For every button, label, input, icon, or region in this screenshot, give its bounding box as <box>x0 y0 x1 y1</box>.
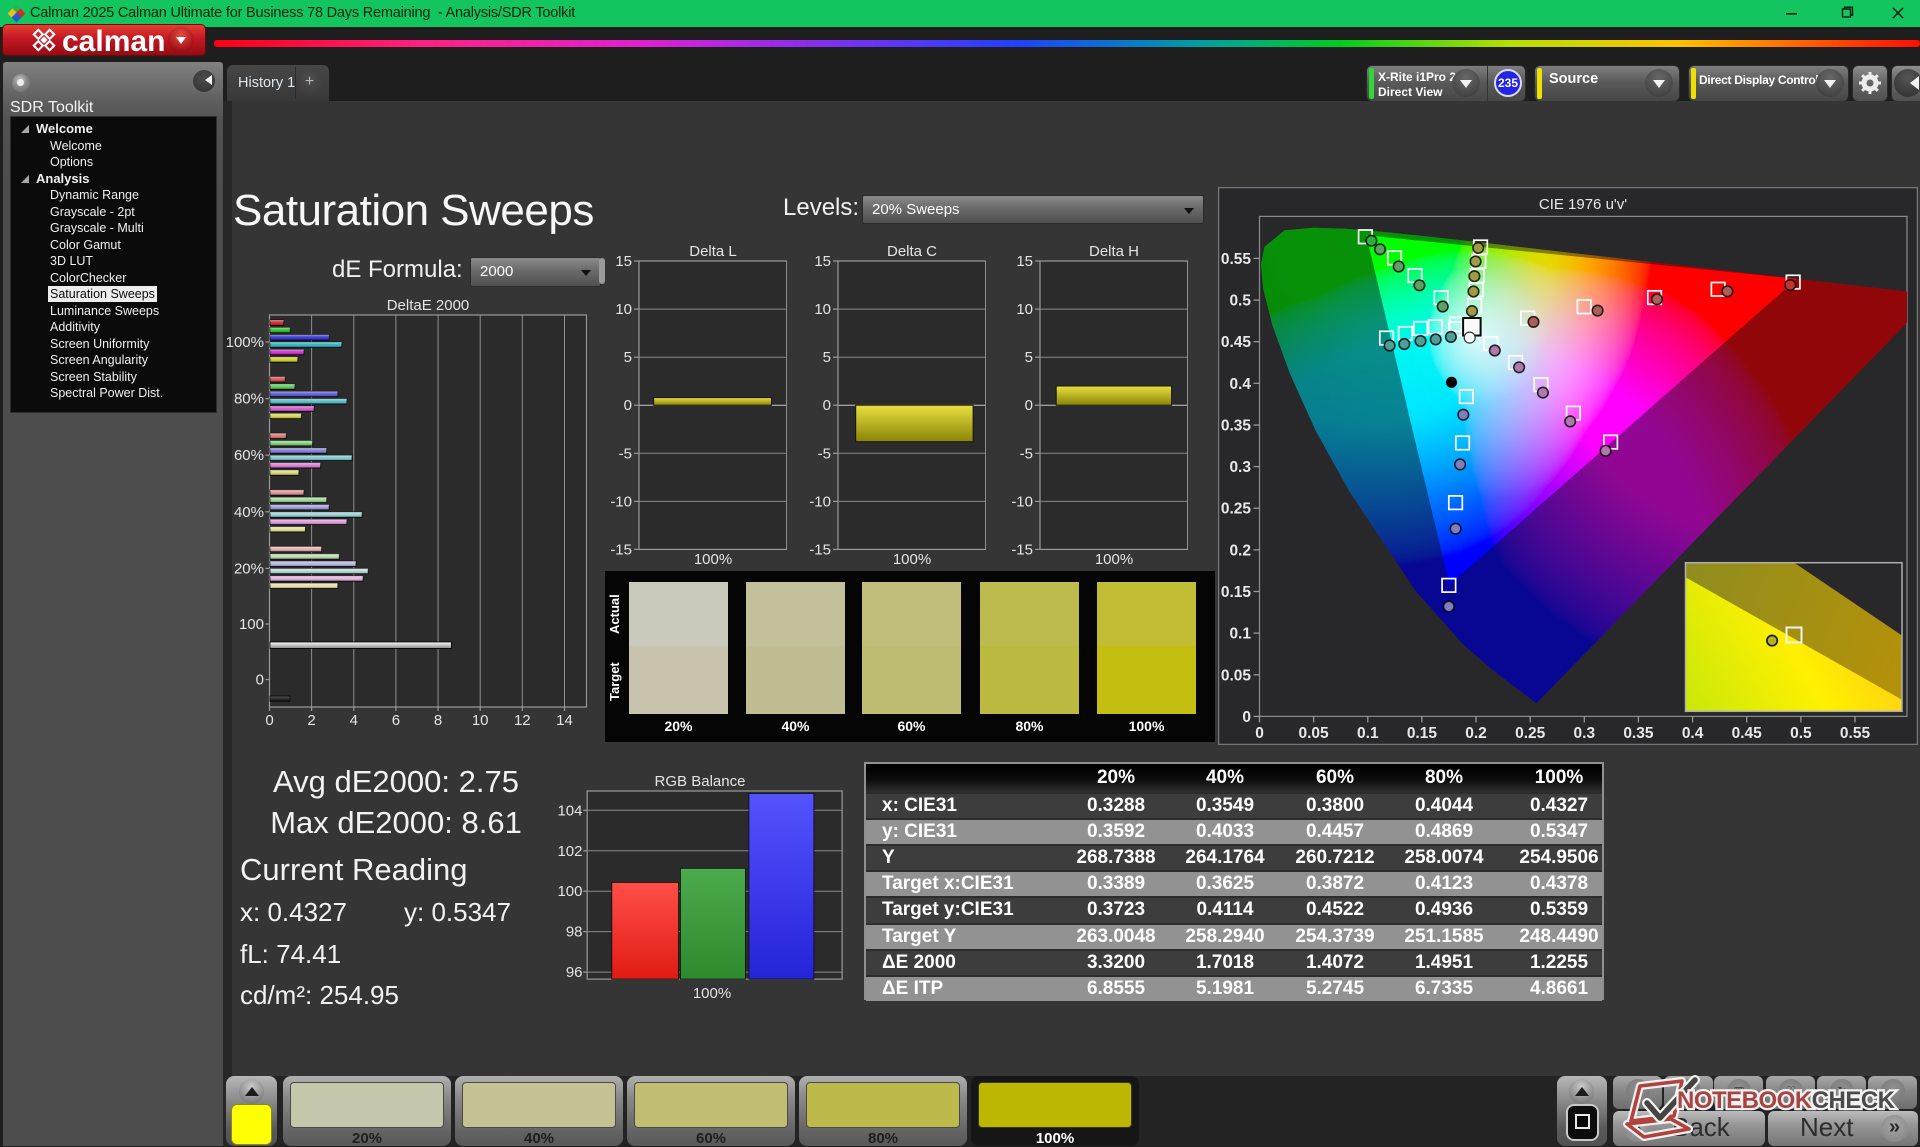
svg-text:0.2: 0.2 <box>1465 725 1487 742</box>
svg-text:-5: -5 <box>1020 445 1033 462</box>
svg-text:DeltaE 2000: DeltaE 2000 <box>387 297 470 314</box>
svg-text:Delta C: Delta C <box>887 243 937 260</box>
svg-text:5: 5 <box>624 349 632 366</box>
svg-text:104: 104 <box>557 802 582 819</box>
svg-text:20%: 20% <box>234 560 264 577</box>
svg-text:-15: -15 <box>809 541 831 558</box>
svg-text:0.5: 0.5 <box>1790 725 1812 742</box>
svg-text:0.25: 0.25 <box>1221 501 1252 518</box>
svg-text:0.55: 0.55 <box>1221 251 1252 268</box>
svg-text:100%: 100% <box>693 985 731 1002</box>
svg-text:40%: 40% <box>234 504 264 521</box>
svg-text:0.05: 0.05 <box>1221 667 1252 684</box>
svg-text:0.1: 0.1 <box>1229 626 1251 643</box>
svg-text:5: 5 <box>823 349 831 366</box>
svg-text:98: 98 <box>566 924 583 941</box>
svg-text:-5: -5 <box>818 445 831 462</box>
svg-text:8: 8 <box>434 712 442 729</box>
svg-text:Delta L: Delta L <box>689 243 737 260</box>
svg-text:12: 12 <box>514 712 531 729</box>
svg-text:0.55: 0.55 <box>1840 725 1871 742</box>
svg-text:0.1: 0.1 <box>1357 725 1379 742</box>
svg-text:0.35: 0.35 <box>1221 418 1252 435</box>
svg-text:0: 0 <box>1242 709 1251 726</box>
svg-text:-10: -10 <box>610 493 632 510</box>
svg-text:RGB Balance: RGB Balance <box>655 773 746 790</box>
svg-text:0: 0 <box>624 397 632 414</box>
svg-text:15: 15 <box>814 253 831 270</box>
svg-text:15: 15 <box>615 253 632 270</box>
svg-text:Delta H: Delta H <box>1089 243 1139 260</box>
svg-text:100%: 100% <box>1095 551 1133 568</box>
svg-text:0.15: 0.15 <box>1407 725 1438 742</box>
svg-text:0.45: 0.45 <box>1221 334 1252 351</box>
svg-text:CIE 1976 u'v': CIE 1976 u'v' <box>1539 196 1627 213</box>
svg-text:60%: 60% <box>234 447 264 464</box>
svg-text:0.2: 0.2 <box>1229 542 1251 559</box>
svg-text:15: 15 <box>1016 253 1033 270</box>
svg-text:2: 2 <box>307 712 315 729</box>
svg-text:100: 100 <box>557 883 582 900</box>
svg-text:100%: 100% <box>893 551 931 568</box>
svg-text:0: 0 <box>1255 725 1264 742</box>
svg-text:0.5: 0.5 <box>1229 293 1251 310</box>
svg-text:100%: 100% <box>226 334 264 351</box>
svg-text:0.45: 0.45 <box>1732 725 1763 742</box>
svg-text:0.05: 0.05 <box>1299 725 1330 742</box>
svg-text:-10: -10 <box>1011 493 1033 510</box>
svg-text:0: 0 <box>256 672 264 689</box>
svg-text:-15: -15 <box>1011 541 1033 558</box>
svg-text:0.3: 0.3 <box>1574 725 1596 742</box>
svg-text:0.35: 0.35 <box>1623 725 1654 742</box>
svg-text:0: 0 <box>823 397 831 414</box>
svg-text:96: 96 <box>566 964 583 981</box>
svg-text:0: 0 <box>265 712 273 729</box>
svg-text:0.25: 0.25 <box>1515 725 1546 742</box>
svg-text:10: 10 <box>1016 301 1033 318</box>
svg-text:10: 10 <box>615 301 632 318</box>
svg-text:6: 6 <box>392 712 400 729</box>
svg-text:100: 100 <box>239 616 264 633</box>
svg-text:14: 14 <box>556 712 573 729</box>
svg-text:0: 0 <box>1025 397 1033 414</box>
svg-text:0.15: 0.15 <box>1221 584 1252 601</box>
svg-text:102: 102 <box>557 843 582 860</box>
svg-text:0.4: 0.4 <box>1682 725 1704 742</box>
svg-text:10: 10 <box>814 301 831 318</box>
svg-text:4: 4 <box>350 712 358 729</box>
svg-text:100%: 100% <box>694 551 732 568</box>
svg-text:0.3: 0.3 <box>1229 459 1251 476</box>
svg-text:0.4: 0.4 <box>1229 376 1251 393</box>
svg-text:-5: -5 <box>619 445 632 462</box>
svg-text:5: 5 <box>1025 349 1033 366</box>
svg-text:-15: -15 <box>610 541 632 558</box>
svg-text:10: 10 <box>472 712 489 729</box>
svg-text:80%: 80% <box>234 391 264 408</box>
svg-text:-10: -10 <box>809 493 831 510</box>
svg-text:NOTEBOOKCHECK: NOTEBOOKCHECK <box>1677 1087 1896 1114</box>
